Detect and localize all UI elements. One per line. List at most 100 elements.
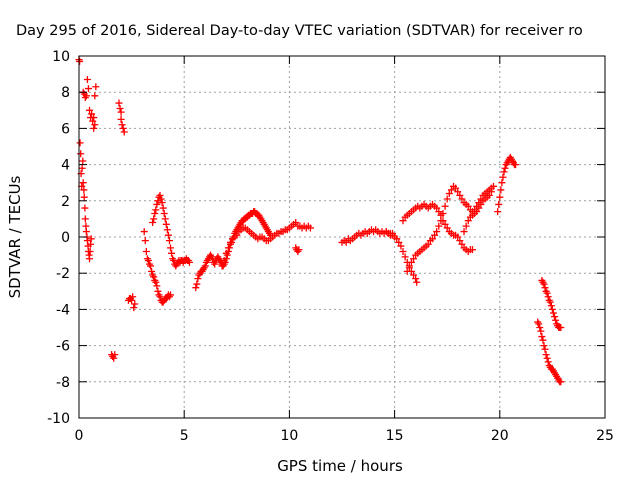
data-point bbox=[193, 280, 201, 288]
data-point bbox=[157, 195, 165, 203]
chart-title: Day 295 of 2016, Sidereal Day-to-day VTE… bbox=[16, 23, 583, 39]
data-point bbox=[460, 228, 468, 236]
data-point bbox=[557, 324, 565, 331]
data-point bbox=[540, 342, 548, 350]
data-point bbox=[424, 240, 432, 248]
data-point bbox=[494, 208, 502, 216]
data-point bbox=[160, 209, 168, 217]
data-point bbox=[458, 240, 466, 248]
data-point bbox=[163, 226, 171, 234]
data-point bbox=[165, 237, 173, 245]
data-point bbox=[224, 244, 232, 252]
x-tick-label: 20 bbox=[491, 428, 509, 444]
data-point bbox=[86, 255, 94, 263]
data-point bbox=[201, 262, 209, 270]
data-point bbox=[487, 188, 495, 196]
data-point bbox=[464, 202, 472, 210]
data-point bbox=[439, 209, 447, 217]
x-tick-label: 10 bbox=[280, 428, 298, 444]
data-point bbox=[501, 164, 509, 172]
x-tick-label: 5 bbox=[180, 428, 189, 444]
data-point bbox=[78, 164, 86, 172]
data-point bbox=[156, 191, 164, 199]
data-point bbox=[489, 182, 497, 190]
data-point bbox=[141, 237, 149, 245]
data-point bbox=[118, 121, 126, 129]
data-points bbox=[75, 56, 565, 386]
data-point bbox=[433, 204, 441, 212]
data-point bbox=[79, 157, 87, 165]
data-point bbox=[552, 316, 560, 324]
data-point bbox=[452, 184, 460, 192]
data-point bbox=[115, 99, 123, 107]
y-tick-label: 8 bbox=[61, 85, 70, 101]
data-point bbox=[410, 255, 418, 263]
data-point bbox=[435, 222, 443, 230]
data-point bbox=[540, 280, 548, 288]
data-point bbox=[233, 231, 241, 239]
data-point bbox=[90, 114, 98, 122]
data-point bbox=[403, 267, 411, 275]
data-point bbox=[495, 200, 503, 208]
data-point bbox=[152, 206, 160, 214]
data-point bbox=[544, 293, 552, 301]
data-point bbox=[87, 235, 95, 243]
data-point bbox=[86, 247, 94, 255]
data-point bbox=[499, 173, 507, 181]
data-point bbox=[547, 302, 555, 310]
data-point bbox=[544, 358, 552, 366]
data-point bbox=[88, 110, 96, 118]
y-tick-label: -6 bbox=[56, 339, 70, 355]
y-tick-label: 10 bbox=[52, 49, 70, 65]
data-point bbox=[110, 354, 118, 362]
data-point bbox=[84, 85, 92, 93]
x-tick-labels: 0 5 10 15 20 25 bbox=[75, 428, 614, 444]
data-point bbox=[79, 179, 87, 187]
data-point bbox=[116, 104, 124, 112]
data-point bbox=[407, 258, 415, 266]
data-point bbox=[537, 327, 545, 335]
y-tick-label: -2 bbox=[56, 266, 70, 282]
data-point bbox=[393, 235, 401, 243]
data-point bbox=[153, 200, 161, 208]
data-point bbox=[447, 186, 455, 194]
data-point bbox=[496, 193, 504, 201]
data-point bbox=[538, 333, 546, 341]
data-point bbox=[475, 204, 483, 212]
data-point bbox=[192, 284, 200, 292]
data-point bbox=[410, 271, 418, 279]
data-point bbox=[456, 237, 464, 245]
axis-ticks bbox=[78, 55, 606, 419]
data-point bbox=[130, 304, 138, 312]
data-point bbox=[477, 200, 485, 208]
data-point bbox=[542, 351, 550, 359]
data-point bbox=[128, 296, 136, 304]
data-point bbox=[546, 298, 554, 306]
data-point bbox=[498, 179, 506, 187]
x-tick-label: 25 bbox=[596, 428, 614, 444]
data-point bbox=[159, 204, 167, 212]
data-point bbox=[142, 247, 150, 255]
data-point bbox=[120, 128, 128, 136]
data-point bbox=[292, 219, 300, 227]
data-point bbox=[77, 150, 85, 158]
data-point bbox=[443, 195, 451, 203]
data-point bbox=[147, 262, 155, 270]
data-point bbox=[167, 244, 175, 252]
data-point bbox=[497, 186, 505, 194]
data-point bbox=[549, 309, 557, 317]
x-tick-label: 0 bbox=[75, 428, 84, 444]
data-point bbox=[412, 275, 420, 283]
data-point bbox=[456, 191, 464, 199]
data-point bbox=[164, 231, 172, 239]
data-point bbox=[428, 235, 436, 243]
data-point bbox=[185, 258, 193, 266]
data-point bbox=[397, 242, 405, 250]
data-point bbox=[156, 293, 164, 301]
y-tick-label: 0 bbox=[61, 230, 70, 246]
y-tick-labels: -10 -8 -6 -4 -2 0 2 4 6 8 10 bbox=[47, 49, 70, 427]
data-point bbox=[464, 217, 472, 225]
y-axis-label: SDTVAR / TECUs bbox=[6, 175, 24, 298]
